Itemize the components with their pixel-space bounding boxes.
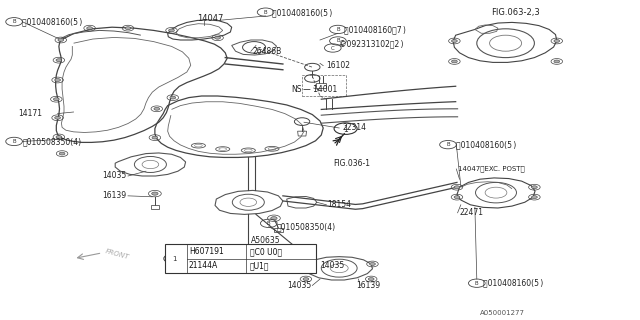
Text: 14171: 14171 (18, 109, 42, 118)
Text: B: B (336, 27, 340, 32)
Circle shape (169, 29, 174, 32)
Text: 22471: 22471 (460, 208, 484, 217)
Circle shape (302, 262, 307, 266)
Text: B: B (446, 142, 450, 147)
Text: FIG.063-2,3: FIG.063-2,3 (492, 8, 540, 17)
Circle shape (554, 60, 559, 63)
Circle shape (454, 186, 460, 189)
Circle shape (152, 136, 157, 139)
Circle shape (53, 98, 59, 100)
Text: 1: 1 (343, 125, 348, 134)
Text: 1: 1 (172, 256, 177, 262)
Text: FIG.036-1: FIG.036-1 (333, 159, 370, 168)
Text: B: B (264, 10, 268, 15)
Circle shape (370, 262, 375, 266)
Text: Ⓑ010408160(5 ): Ⓑ010408160(5 ) (272, 8, 332, 17)
Bar (165, 244, 316, 273)
Circle shape (56, 59, 61, 61)
Bar (302, 75, 346, 96)
Text: 16102: 16102 (326, 61, 351, 70)
Text: 14047: 14047 (197, 14, 223, 23)
Text: Ⓑ010508350(4): Ⓑ010508350(4) (22, 137, 81, 146)
Circle shape (531, 196, 538, 198)
Circle shape (303, 277, 308, 280)
Text: 〈C0 U0〉: 〈C0 U0〉 (250, 247, 282, 256)
Text: B: B (267, 221, 271, 226)
Circle shape (56, 135, 61, 138)
Text: 14035: 14035 (287, 281, 311, 290)
Text: A50635: A50635 (251, 236, 280, 245)
Text: 〈U1〉: 〈U1〉 (250, 261, 269, 270)
Text: FRONT: FRONT (104, 248, 130, 260)
Text: 14047〈EXC. POST〉: 14047〈EXC. POST〉 (458, 166, 524, 172)
Text: 14035: 14035 (102, 172, 127, 180)
Text: Ⓑ010508350(4): Ⓑ010508350(4) (276, 223, 335, 232)
Text: C: C (331, 45, 335, 51)
Circle shape (170, 96, 175, 99)
Circle shape (54, 116, 60, 119)
Text: 14035: 14035 (320, 261, 344, 270)
Circle shape (215, 36, 220, 39)
Text: B: B (336, 38, 340, 44)
Circle shape (152, 192, 158, 195)
Text: A050001277: A050001277 (480, 310, 525, 316)
Text: Ⓑ010408160(5 ): Ⓑ010408160(5 ) (22, 17, 83, 26)
Text: Ⓑ010408160（7 ): Ⓑ010408160（7 ) (344, 25, 406, 34)
Text: Ⓑ010408160(5 ): Ⓑ010408160(5 ) (456, 140, 516, 149)
Text: Ⓑ010408160(5 ): Ⓑ010408160(5 ) (483, 279, 543, 288)
Circle shape (58, 38, 64, 41)
Text: H607191: H607191 (189, 247, 223, 256)
Text: 26486B: 26486B (253, 47, 282, 56)
Circle shape (154, 107, 160, 110)
Text: B: B (12, 19, 16, 24)
Text: 16139: 16139 (102, 191, 127, 200)
Circle shape (125, 27, 131, 29)
Text: B: B (12, 139, 16, 144)
Circle shape (59, 152, 65, 155)
Text: NS: NS (291, 85, 301, 94)
Text: 22314: 22314 (342, 123, 367, 132)
Text: ©092313102（2 ): ©092313102（2 ) (339, 40, 404, 49)
Circle shape (369, 277, 374, 280)
Text: B: B (475, 281, 479, 286)
Text: — 14001: — 14001 (296, 85, 337, 94)
Text: 21144A: 21144A (189, 261, 218, 270)
Circle shape (554, 39, 559, 42)
Circle shape (271, 217, 277, 220)
Circle shape (87, 27, 93, 29)
Circle shape (454, 196, 460, 198)
Text: 18154: 18154 (328, 200, 352, 209)
Circle shape (452, 39, 457, 42)
Circle shape (54, 78, 60, 81)
Circle shape (531, 186, 538, 189)
Circle shape (452, 60, 457, 63)
Text: 16139: 16139 (356, 281, 381, 290)
